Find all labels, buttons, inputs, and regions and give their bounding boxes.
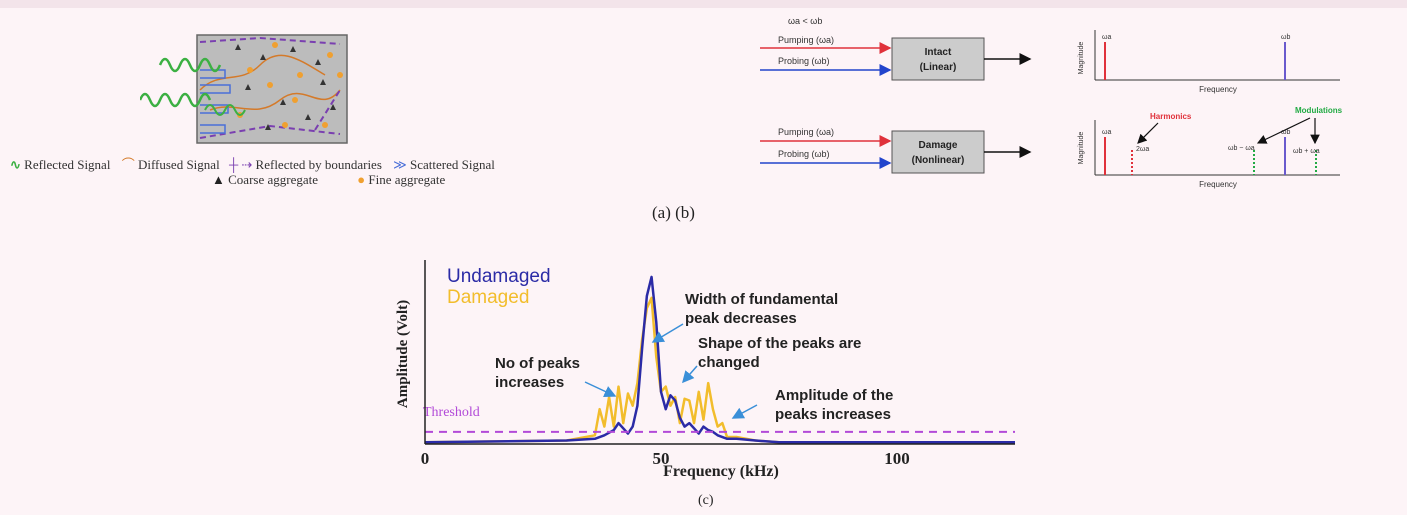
wb-label-top: ωb bbox=[1281, 34, 1290, 41]
nonlinear-ultrasound-schematic: ωa < ωb Pumping (ωa) Probing (ωb) Intact… bbox=[760, 16, 1343, 189]
magnitude-label-top: Magnitude bbox=[1078, 42, 1085, 75]
pumping-label-bottom: Pumping (ωa) bbox=[778, 127, 834, 137]
diffused-signal-icon: ⌒ bbox=[121, 157, 135, 172]
annotation-shape: Shape of the peaks are changed bbox=[698, 335, 861, 371]
annotation-amplitude: Amplitude of the peaks increases bbox=[775, 387, 893, 423]
legend-fine: Fine aggregate bbox=[368, 172, 446, 187]
wa-label-bottom: ωa bbox=[1102, 129, 1111, 136]
reflected-signal-icon: ∿ bbox=[10, 157, 21, 172]
harmonics-label: Harmonics bbox=[1150, 112, 1192, 121]
legend-row-2: ▲ Coarse aggregate ● Fine aggregate bbox=[212, 172, 445, 188]
caption-c: (c) bbox=[698, 493, 714, 508]
modulations-label: Modulations bbox=[1295, 106, 1343, 115]
top-band bbox=[0, 0, 1407, 8]
caption-ab: (a) (b) bbox=[652, 203, 695, 222]
intact-box bbox=[891, 37, 985, 81]
legend-diffused: Diffused Signal bbox=[137, 157, 220, 172]
legend-scattered: Scattered Signal bbox=[410, 157, 495, 172]
damage-box bbox=[891, 130, 985, 174]
damage-box-line1: Damage bbox=[919, 140, 958, 151]
legend-reflected: Reflected Signal bbox=[24, 157, 111, 172]
wa-label-top: ωa bbox=[1102, 34, 1111, 41]
legend-boundaries: Reflected by boundaries bbox=[255, 157, 382, 172]
y-axis-label: Amplitude (Volt) bbox=[395, 300, 411, 408]
concrete-specimen-diagram bbox=[140, 34, 348, 144]
magnitude-label-bottom: Magnitude bbox=[1078, 132, 1085, 165]
intact-box-line2: (Linear) bbox=[920, 62, 957, 73]
x-axis-label: Frequency (kHz) bbox=[663, 463, 779, 480]
threshold-label: Threshold bbox=[423, 405, 480, 420]
frequency-label-top: Frequency bbox=[1199, 85, 1237, 94]
condition-label: ωa < ωb bbox=[788, 16, 822, 26]
series-line-undamaged bbox=[424, 275, 1015, 444]
two-wa-label: 2ωa bbox=[1136, 146, 1149, 153]
frequency-label-bottom: Frequency bbox=[1199, 180, 1237, 189]
probing-label-top: Probing (ωb) bbox=[778, 56, 830, 66]
legend-row-1: ∿ Reflected Signal ⌒ Diffused Signal ┼ ⇢… bbox=[10, 154, 495, 173]
probing-label-bottom: Probing (ωb) bbox=[778, 149, 830, 159]
x-tick-label: 100 bbox=[884, 449, 910, 468]
coarse-aggregate-icon: ▲ bbox=[212, 172, 225, 187]
annotation-peaks-count: No of peaks increases bbox=[495, 355, 580, 391]
wb-plus-wa-label: ωb + ωa bbox=[1293, 148, 1320, 155]
series-line-damaged bbox=[424, 296, 1015, 444]
annotation-width: Width of fundamental peak decreases bbox=[685, 291, 838, 327]
damage-box-line2: (Nonlinear) bbox=[912, 155, 965, 166]
legend-undamaged: Undamaged bbox=[447, 266, 551, 287]
amplitude-spectrum-chart: Threshold 0 50 100 Amplitude (Volt) Freque… bbox=[395, 260, 1015, 480]
x-tick-label: 50 bbox=[653, 449, 670, 468]
x-tick-label: 0 bbox=[421, 449, 430, 468]
boundary-arrow-icon: ┼ ⇢ bbox=[228, 157, 253, 172]
scattered-signal-icon: ≫ bbox=[393, 157, 407, 172]
pumping-label-top: Pumping (ωa) bbox=[778, 35, 834, 45]
legend-coarse: Coarse aggregate bbox=[228, 172, 318, 187]
intact-box-line1: Intact bbox=[925, 47, 952, 58]
fine-aggregate-icon: ● bbox=[357, 172, 366, 187]
wb-label-bottom: ωb bbox=[1281, 129, 1290, 136]
wb-minus-wa-label: ωb − ωa bbox=[1228, 145, 1255, 152]
legend-damaged: Damaged bbox=[447, 287, 529, 308]
